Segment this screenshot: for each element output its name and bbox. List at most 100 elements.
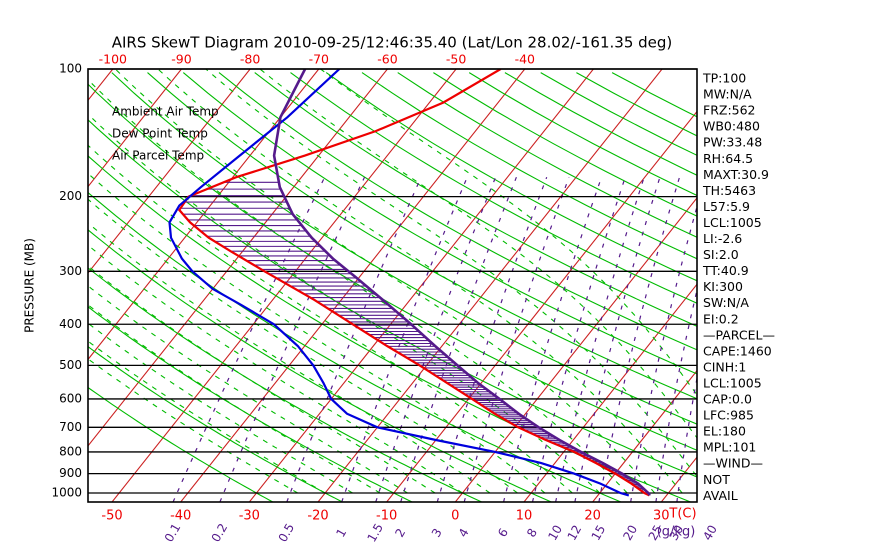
isotherm-line (88, 69, 182, 188)
dry-adiabat-line (468, 72, 697, 197)
mixing-ratio-line (574, 177, 661, 502)
stats-panel-row: L57:5.9 (703, 199, 750, 214)
moist-adiabat-line (88, 198, 518, 494)
stats-panel-row: AVAIL (703, 488, 738, 503)
stats-panel-row: TT:40.9 (702, 263, 749, 278)
top-temp-tick-label: -40 (515, 52, 535, 67)
pressure-tick-label: 700 (59, 420, 82, 434)
mixing-ratio-tick-label: 0.5 (276, 521, 298, 545)
dry-adiabat-line (361, 72, 697, 260)
legend-dewpoint-temp: Dew Point Temp (112, 127, 208, 141)
bottom-temp-tick-label: -50 (101, 509, 122, 524)
stats-panel-row: EL:180 (703, 424, 746, 439)
mixing-ratio-tick-label: 40 (700, 523, 720, 543)
dry-adiabat-line (433, 72, 697, 217)
stats-panel-row: NOT (703, 472, 730, 487)
stats-panel-row: LFC:985 (703, 408, 754, 423)
bottom-temp-tick-label: -30 (239, 509, 260, 524)
bottom-temp-tick-label: 20 (584, 509, 601, 524)
isotherm-line (111, 69, 457, 502)
pressure-tick-label: 400 (59, 317, 82, 331)
stats-panel-row: CINH:1 (703, 359, 746, 374)
stats-panel-row: EI:0.2 (703, 311, 739, 326)
mixing-ratio-tick-label: 15 (589, 523, 609, 543)
mixing-ratio-tick-label: 6 (495, 526, 511, 540)
mixing-ratio-line (286, 176, 422, 502)
mixing-ratio-tick-label: 4 (456, 526, 472, 540)
top-temp-tick-label: -70 (309, 52, 329, 67)
dry-adiabat-line (218, 72, 697, 351)
stats-panel-row: PW:33.48 (703, 135, 762, 150)
isotherm-line (88, 69, 114, 102)
mixing-ratio-tick-label: 2 (392, 526, 408, 540)
mixing-ratio-tick-label: 8 (524, 526, 540, 540)
mixing-ratio-line (676, 374, 697, 502)
isotherm-line (88, 69, 320, 361)
dry-adiabat-line (111, 72, 697, 425)
stats-panel-row: WB0:480 (703, 119, 760, 134)
moist-adiabat-line (205, 69, 697, 478)
dry-adiabat-line (504, 72, 697, 176)
dry-adiabat-line (88, 386, 274, 502)
moist-adiabat-line (88, 358, 298, 494)
pressure-tick-label: 900 (59, 466, 82, 480)
moist-adiabat-line (88, 144, 573, 494)
stats-panel-row: —WIND— (703, 456, 763, 471)
mixing-ratio-tick-label: 1 (333, 526, 349, 540)
moist-adiabat-line (88, 172, 546, 494)
mixing-ratio-tick-label: 3 (429, 526, 445, 540)
stats-panel-row: MPL:101 (703, 440, 756, 455)
stats-panel-row: MW:N/A (703, 87, 752, 102)
dry-adiabat-line (88, 119, 697, 478)
top-temp-tick-label: -100 (99, 52, 127, 67)
stats-panel-row: LCL:1005 (703, 215, 762, 230)
isotherm-line (248, 69, 594, 502)
mixing-ratio-line (341, 176, 468, 502)
mixing-ratio-line (375, 176, 497, 502)
moist-adiabat-line (88, 285, 408, 494)
pressure-axis-label: PRESSURE (MB) (23, 238, 37, 333)
moist-adiabat-line (88, 265, 436, 494)
moist-adiabat-line (157, 69, 683, 494)
bottom-temp-tick-label: 0 (451, 509, 459, 524)
moist-adiabat-line (88, 113, 601, 494)
moist-adiabat-line (88, 322, 353, 494)
stats-panel-row: CAP:0.0 (703, 392, 752, 407)
mixing-ratio-line (463, 176, 570, 502)
plot-frame (87, 68, 698, 503)
mixing-ratio-tick-label: 25 (646, 523, 666, 543)
pressure-tick-label: 200 (59, 189, 82, 203)
pressure-tick-label: 800 (59, 444, 82, 458)
moist-adiabat-line (88, 304, 381, 494)
dry-adiabat-line (88, 345, 343, 502)
legend-parcel-temp: Air Parcel Temp (112, 149, 204, 163)
stats-panel-row: LI:-2.6 (703, 231, 742, 246)
mixing-ratio-tick-label: 30 (667, 523, 687, 543)
dry-adiabat-line (88, 267, 482, 502)
top-temp-tick-label: -90 (171, 52, 191, 67)
mixing-ratio-line (531, 177, 626, 502)
mixing-ratio-line (598, 177, 681, 502)
isotherm-line (523, 283, 697, 502)
bottom-temp-tick-label: -20 (307, 509, 328, 524)
dry-adiabat-line (88, 83, 697, 451)
stats-panel-row: CAPE:1460 (703, 343, 772, 358)
mixing-ratio-tick-label: 20 (620, 523, 640, 543)
pressure-tick-label: 500 (59, 358, 82, 372)
top-temp-tick-label: -60 (377, 52, 397, 67)
dry-adiabat-line (88, 191, 622, 502)
parcel-temp-curve (272, 69, 651, 496)
dry-adiabat-line (254, 72, 697, 327)
dewpoint-curve (168, 69, 630, 497)
dry-adiabat-line (290, 72, 697, 304)
pressure-tick-label: 600 (59, 391, 82, 405)
stats-panel-row: KI:300 (703, 279, 743, 294)
pressure-tick-label: 300 (59, 264, 82, 278)
isotherm-line (799, 69, 870, 502)
ambient-temp-curve (177, 69, 650, 497)
sounding-curves (168, 69, 651, 497)
isotherm-line (88, 69, 251, 274)
isotherm-line (88, 69, 388, 447)
dry-adiabat-line (88, 229, 552, 502)
